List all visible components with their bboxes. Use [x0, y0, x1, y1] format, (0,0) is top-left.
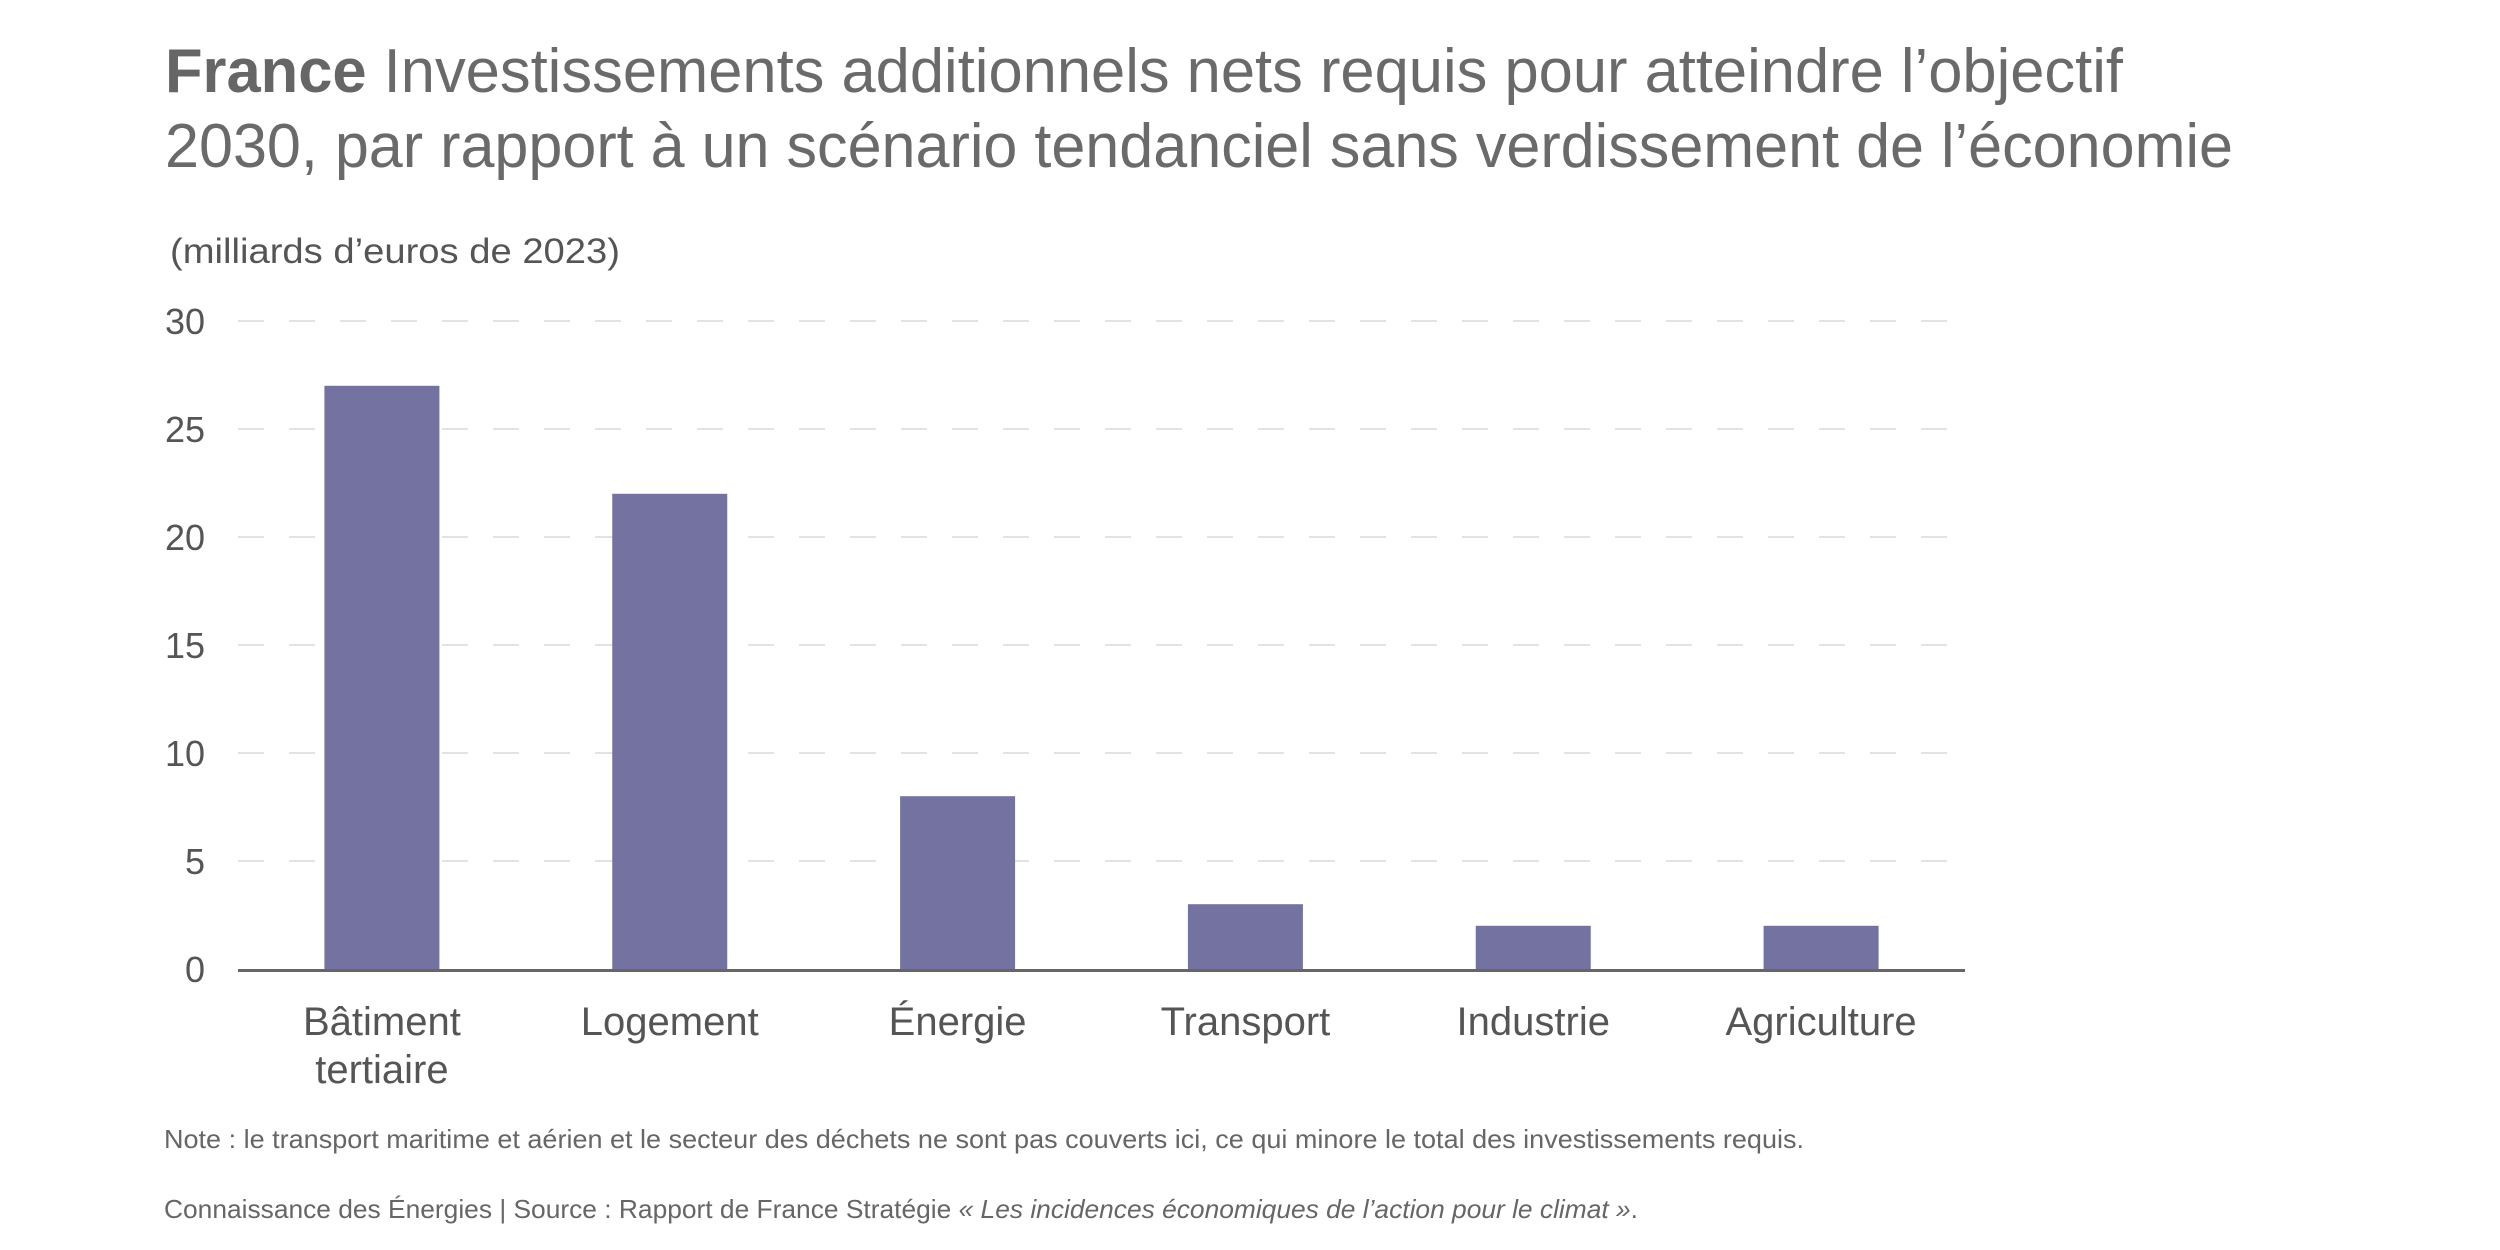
bar — [1475, 925, 1591, 969]
y-axis-ticks: 0 5 10 15 20 25 30 — [165, 301, 205, 990]
y-tick-label: 0 — [185, 949, 205, 990]
x-axis-categories: Bâtiment tertiaire Logement Énergie Transpor… — [303, 999, 1917, 1092]
y-tick-label: 10 — [165, 733, 205, 774]
footer: Note : le transport maritime et aérien e… — [164, 1124, 1804, 1224]
title-line-2: 2030, par rapport à un scénario tendanci… — [165, 112, 2233, 181]
bar — [900, 796, 1016, 969]
x-category-label: Énergie — [889, 999, 1027, 1044]
x-category-label: Bâtiment tertiaire — [303, 1000, 461, 1092]
title-text-line-1: Investissements additionnels nets requis… — [367, 37, 2124, 106]
y-tick-label: 20 — [165, 517, 205, 558]
x-category-label-line: tertiaire — [315, 1048, 448, 1092]
y-tick-label: 15 — [165, 625, 205, 666]
y-tick-label: 25 — [165, 409, 205, 450]
bar — [612, 493, 728, 969]
bar — [1763, 925, 1879, 969]
bar — [1187, 904, 1303, 969]
x-category-label-line: Bâtiment — [303, 1000, 461, 1044]
x-category-label-line: Agriculture — [1725, 1000, 1916, 1044]
x-category-label: Agriculture — [1725, 1000, 1916, 1044]
chart-title: France Investissements additionnels nets… — [165, 37, 2233, 181]
source-suffix: . — [1631, 1194, 1638, 1224]
x-category-label-line: Industrie — [1457, 1000, 1610, 1044]
bars — [324, 385, 1879, 969]
source-report-title: « Les incidences économiques de l’action… — [959, 1194, 1631, 1224]
x-category-label: Transport — [1161, 1000, 1331, 1044]
footnote: Note : le transport maritime et aérien e… — [164, 1124, 1804, 1154]
plot-area: 0 5 10 15 20 25 30 Bâtiment tertiaire Logement Én… — [165, 301, 1965, 1092]
x-category-label-line: Transport — [1161, 1000, 1331, 1044]
x-category-label: Industrie — [1457, 1000, 1610, 1044]
x-category-label-line: Logement — [581, 1000, 759, 1044]
x-category-label-line: Énergie — [889, 999, 1027, 1044]
source-line: Connaissance des Énergies | Source : Rap… — [164, 1194, 1638, 1224]
y-tick-label: 30 — [165, 301, 205, 342]
source-prefix: Connaissance des Énergies | Source : Rap… — [164, 1194, 959, 1224]
title-line-1: France Investissements additionnels nets… — [165, 37, 2124, 106]
gridlines — [238, 320, 1965, 862]
bar — [324, 385, 440, 969]
title-bold: France — [165, 37, 367, 106]
y-axis-unit-label: (milliards d’euros de 2023) — [170, 232, 620, 271]
y-tick-label: 5 — [185, 841, 205, 882]
x-category-label: Logement — [581, 1000, 759, 1044]
